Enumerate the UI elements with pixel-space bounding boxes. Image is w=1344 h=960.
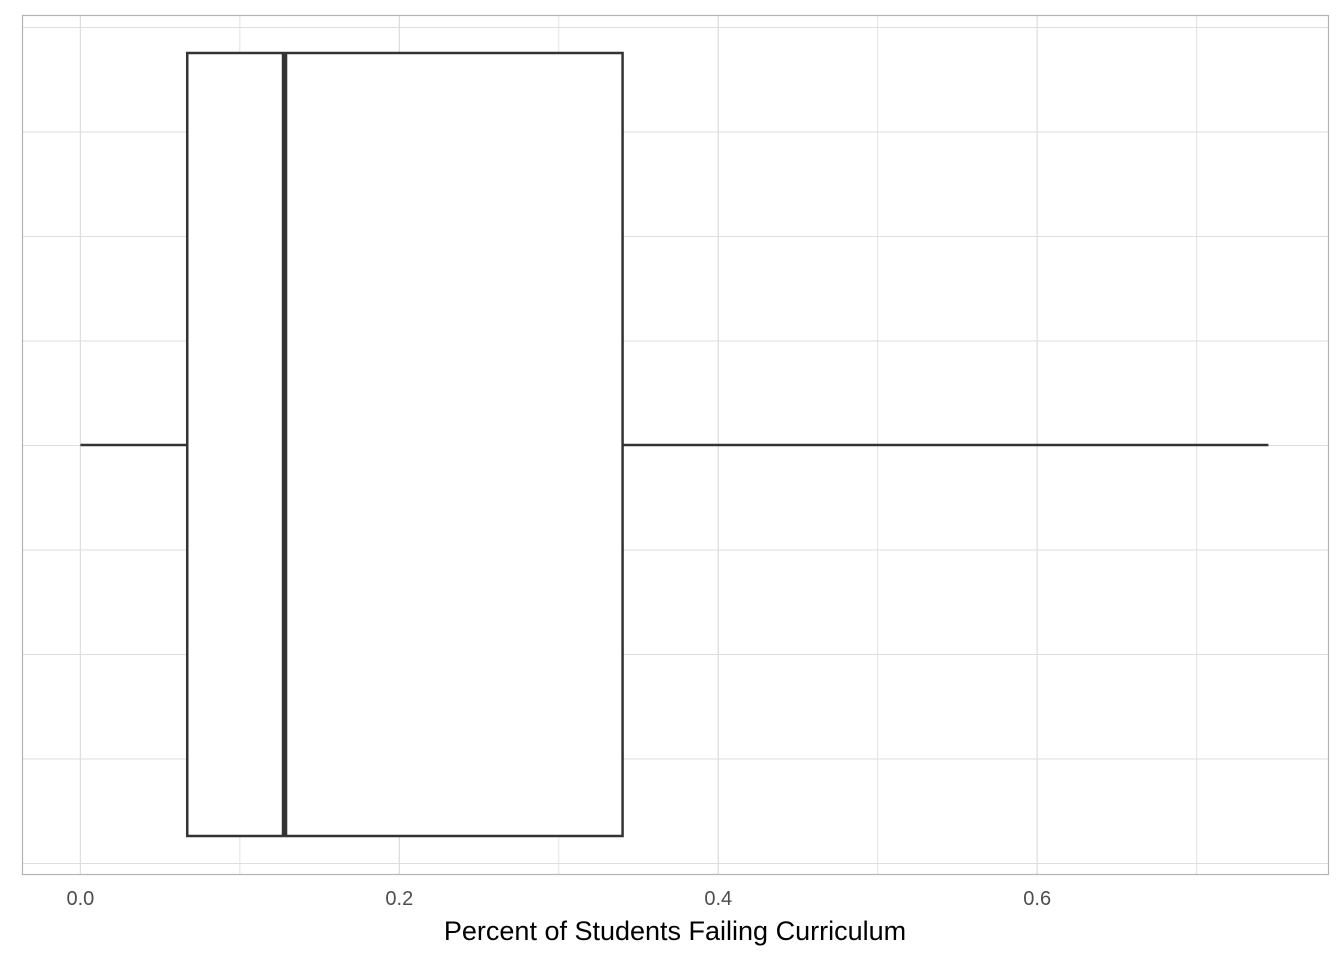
x-tick-label: 0.0 xyxy=(67,888,95,910)
x-axis-title: Percent of Students Failing Curriculum xyxy=(444,916,906,946)
panel-border xyxy=(21,14,1330,876)
x-tick-label: 0.6 xyxy=(1023,888,1051,910)
x-tick-labels: 0.0 0.2 0.4 0.6 xyxy=(67,888,1052,910)
iqr-box xyxy=(185,51,624,838)
x-tick-label: 0.4 xyxy=(704,888,732,910)
x-tick-label: 0.2 xyxy=(385,888,413,910)
box-elements xyxy=(80,51,1269,838)
